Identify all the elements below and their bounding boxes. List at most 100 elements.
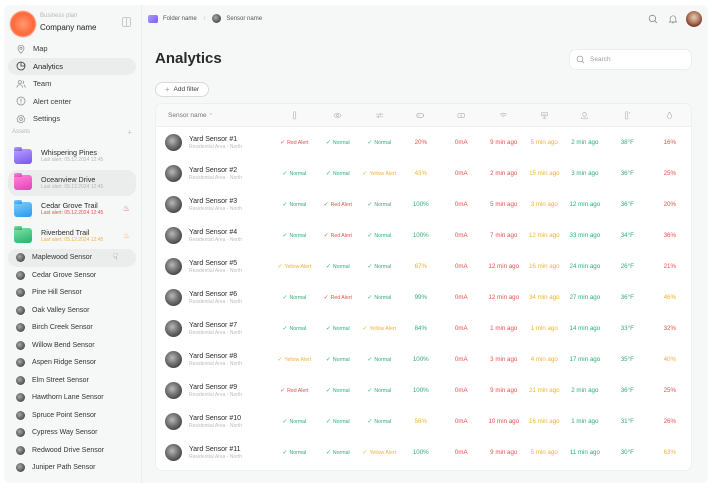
sensor-name: Yard Sensor #6 [189, 290, 238, 298]
company-name: Company name [40, 23, 97, 32]
sensor-item[interactable]: Birch Creek Sensor [8, 319, 136, 337]
status-text: Red Alert [330, 294, 352, 301]
table-row[interactable]: Yard Sensor #7 Residential Area - North ✓… [156, 313, 691, 344]
main-content: Analytics Search + Add filter Sensor nam… [141, 32, 708, 483]
app-window: Business plan Company name Map Analytics… [4, 5, 708, 483]
sensor-location: Residential Area - North [189, 453, 243, 460]
sensor-item[interactable]: Oak Valley Sensor [8, 302, 136, 320]
breadcrumb-folder[interactable]: Folder name [163, 15, 197, 22]
sensor-item[interactable]: Elm Street Sensor [8, 372, 136, 390]
user-avatar[interactable] [686, 11, 702, 27]
folder-item[interactable]: Oceanview Drive Last alert: 05.12.2024 12… [8, 169, 136, 196]
thermometer-icon[interactable] [270, 110, 318, 120]
status-badge: ✓ Normal [270, 325, 318, 333]
status-badge: ✓ Normal [318, 449, 357, 457]
sensor-item[interactable]: Redwood Drive Sensor [8, 442, 136, 460]
sensor-item[interactable]: Hawthorn Lane Sensor [8, 389, 136, 407]
status-text: Normal [374, 356, 392, 363]
table-row[interactable]: Yard Sensor #10 Residential Area - North … [156, 406, 691, 437]
sensor-cell: Yard Sensor #7 Residential Area - North [156, 320, 270, 337]
sliders-icon[interactable] [357, 111, 401, 120]
sensor-name: Yard Sensor #2 [189, 166, 238, 174]
flame-alert-icon: ♨ [122, 204, 130, 213]
folder-icon [14, 173, 32, 191]
table-row[interactable]: Yard Sensor #11 Residential Area - North … [156, 437, 691, 468]
gateway-icon[interactable] [525, 111, 564, 120]
wifi-last-seen: 7 min ago [490, 232, 518, 239]
eye-icon[interactable] [319, 111, 358, 120]
sensor-item[interactable]: Cedar Grove Sensor [8, 267, 136, 285]
sensor-name: Yard Sensor #4 [189, 228, 238, 236]
status-badge: ✓ Red Alert [270, 387, 318, 395]
search-input[interactable]: Search [569, 49, 692, 70]
sensor-item[interactable]: Aspen Ridge Sensor [8, 354, 136, 372]
status-text: Normal [374, 387, 392, 394]
sensor-name: Cedar Grove Sensor [32, 271, 97, 279]
folder-item[interactable]: Whispering Pines Last alert: 05.12.2024 1… [8, 143, 136, 170]
table-row[interactable]: Yard Sensor #8 Residential Area - North ✓… [156, 344, 691, 375]
table-row[interactable]: Yard Sensor #9 Residential Area - North ✓… [156, 375, 691, 406]
table-row[interactable]: Yard Sensor #4 Residential Area - North ✓… [156, 220, 691, 251]
status-text: Red Alert [330, 232, 352, 239]
table-row[interactable]: Yard Sensor #1 Residential Area - North ✓… [156, 127, 691, 158]
folder-item[interactable]: Riverbend Trail Last alert: 05.12.2024 12… [8, 223, 136, 250]
table-row[interactable]: Yard Sensor #3 Residential Area - North ✓… [156, 189, 691, 220]
nav-item-team[interactable]: Team [8, 75, 136, 93]
wifi-icon[interactable] [483, 111, 525, 120]
gateway-last-seen: 1 min ago [530, 325, 558, 332]
battery-value: 67% [414, 263, 427, 270]
sensor-name: Redwood Drive Sensor [32, 446, 104, 454]
plan-label: Business plan [40, 13, 78, 19]
location-last-seen: 27 min ago [569, 294, 601, 301]
location-icon[interactable] [564, 111, 606, 120]
status-text: Yellow Alert [284, 263, 312, 270]
bell-icon[interactable] [666, 12, 680, 26]
current-icon[interactable] [440, 111, 482, 120]
sensor-item[interactable]: Juniper Path Sensor [8, 459, 136, 477]
status-badge: ✓ Normal [318, 356, 357, 364]
table-row[interactable]: Yard Sensor #6 Residential Area - North ✓… [156, 282, 691, 313]
check-icon: ✓ [282, 326, 288, 332]
folder-item[interactable]: Cedar Grove Trail Last alert: 05.12.2024 … [8, 196, 136, 223]
location-last-seen: 24 min ago [569, 263, 601, 270]
temperature-icon[interactable] [606, 110, 648, 120]
humidity-value: 21% [663, 263, 676, 270]
battery-icon[interactable] [402, 111, 441, 120]
sensor-icon [16, 323, 25, 333]
add-asset-button[interactable]: + [127, 128, 132, 137]
nav-item-alert-center[interactable]: Alert center [8, 93, 136, 111]
table-row[interactable]: Yard Sensor #2 Residential Area - North ✓… [156, 158, 691, 189]
gateway-last-seen: 21 min ago [528, 387, 560, 394]
humidity-drop-icon[interactable] [649, 111, 691, 120]
sensor-item[interactable]: Cypress Way Sensor [8, 424, 136, 442]
sensor-cell: Yard Sensor #6 Residential Area - North [156, 289, 270, 306]
check-icon: ✓ [282, 295, 288, 301]
sensor-icon [16, 270, 25, 280]
company-switcher[interactable]: Business plan Company name [10, 11, 136, 39]
folder-icon [14, 226, 32, 244]
status-text: Yellow Alert [284, 356, 312, 363]
breadcrumb-sensor[interactable]: Sensor name [226, 15, 263, 22]
nav-item-settings[interactable]: Settings [8, 110, 136, 128]
table-row[interactable]: Yard Sensor #5 Residential Area - North ✓… [156, 251, 691, 282]
search-icon[interactable] [646, 12, 660, 26]
sensor-name: Yard Sensor #10 [189, 414, 242, 422]
battery-value: 100% [412, 449, 429, 456]
sensor-icon [16, 288, 25, 298]
nav-item-analytics[interactable]: Analytics [8, 57, 136, 75]
sensor-location: Residential Area - North [189, 422, 243, 429]
sensor-avatar-icon [165, 320, 182, 337]
sidebar-collapse-icon[interactable] [122, 17, 131, 27]
sensor-item[interactable]: Maplewood Sensor ☟ [8, 249, 136, 267]
sensor-item[interactable]: Spruce Point Sensor [8, 407, 136, 425]
nav-item-map[interactable]: Map [8, 40, 136, 58]
folder-last-alert: Last alert: 05.12.2024 12:45 [41, 236, 104, 243]
sort-sensor-name[interactable]: Sensor name ^ [156, 112, 270, 119]
add-filter-button[interactable]: + Add filter [155, 82, 209, 97]
status-badge: ✓ Normal [357, 201, 401, 209]
folder-icon [14, 199, 32, 217]
temperature-value: 30°F [620, 449, 634, 456]
sensor-item[interactable]: Willow Bend Sensor [8, 337, 136, 355]
check-icon: ✓ [282, 233, 288, 239]
sensor-item[interactable]: Pine Hill Sensor [8, 284, 136, 302]
